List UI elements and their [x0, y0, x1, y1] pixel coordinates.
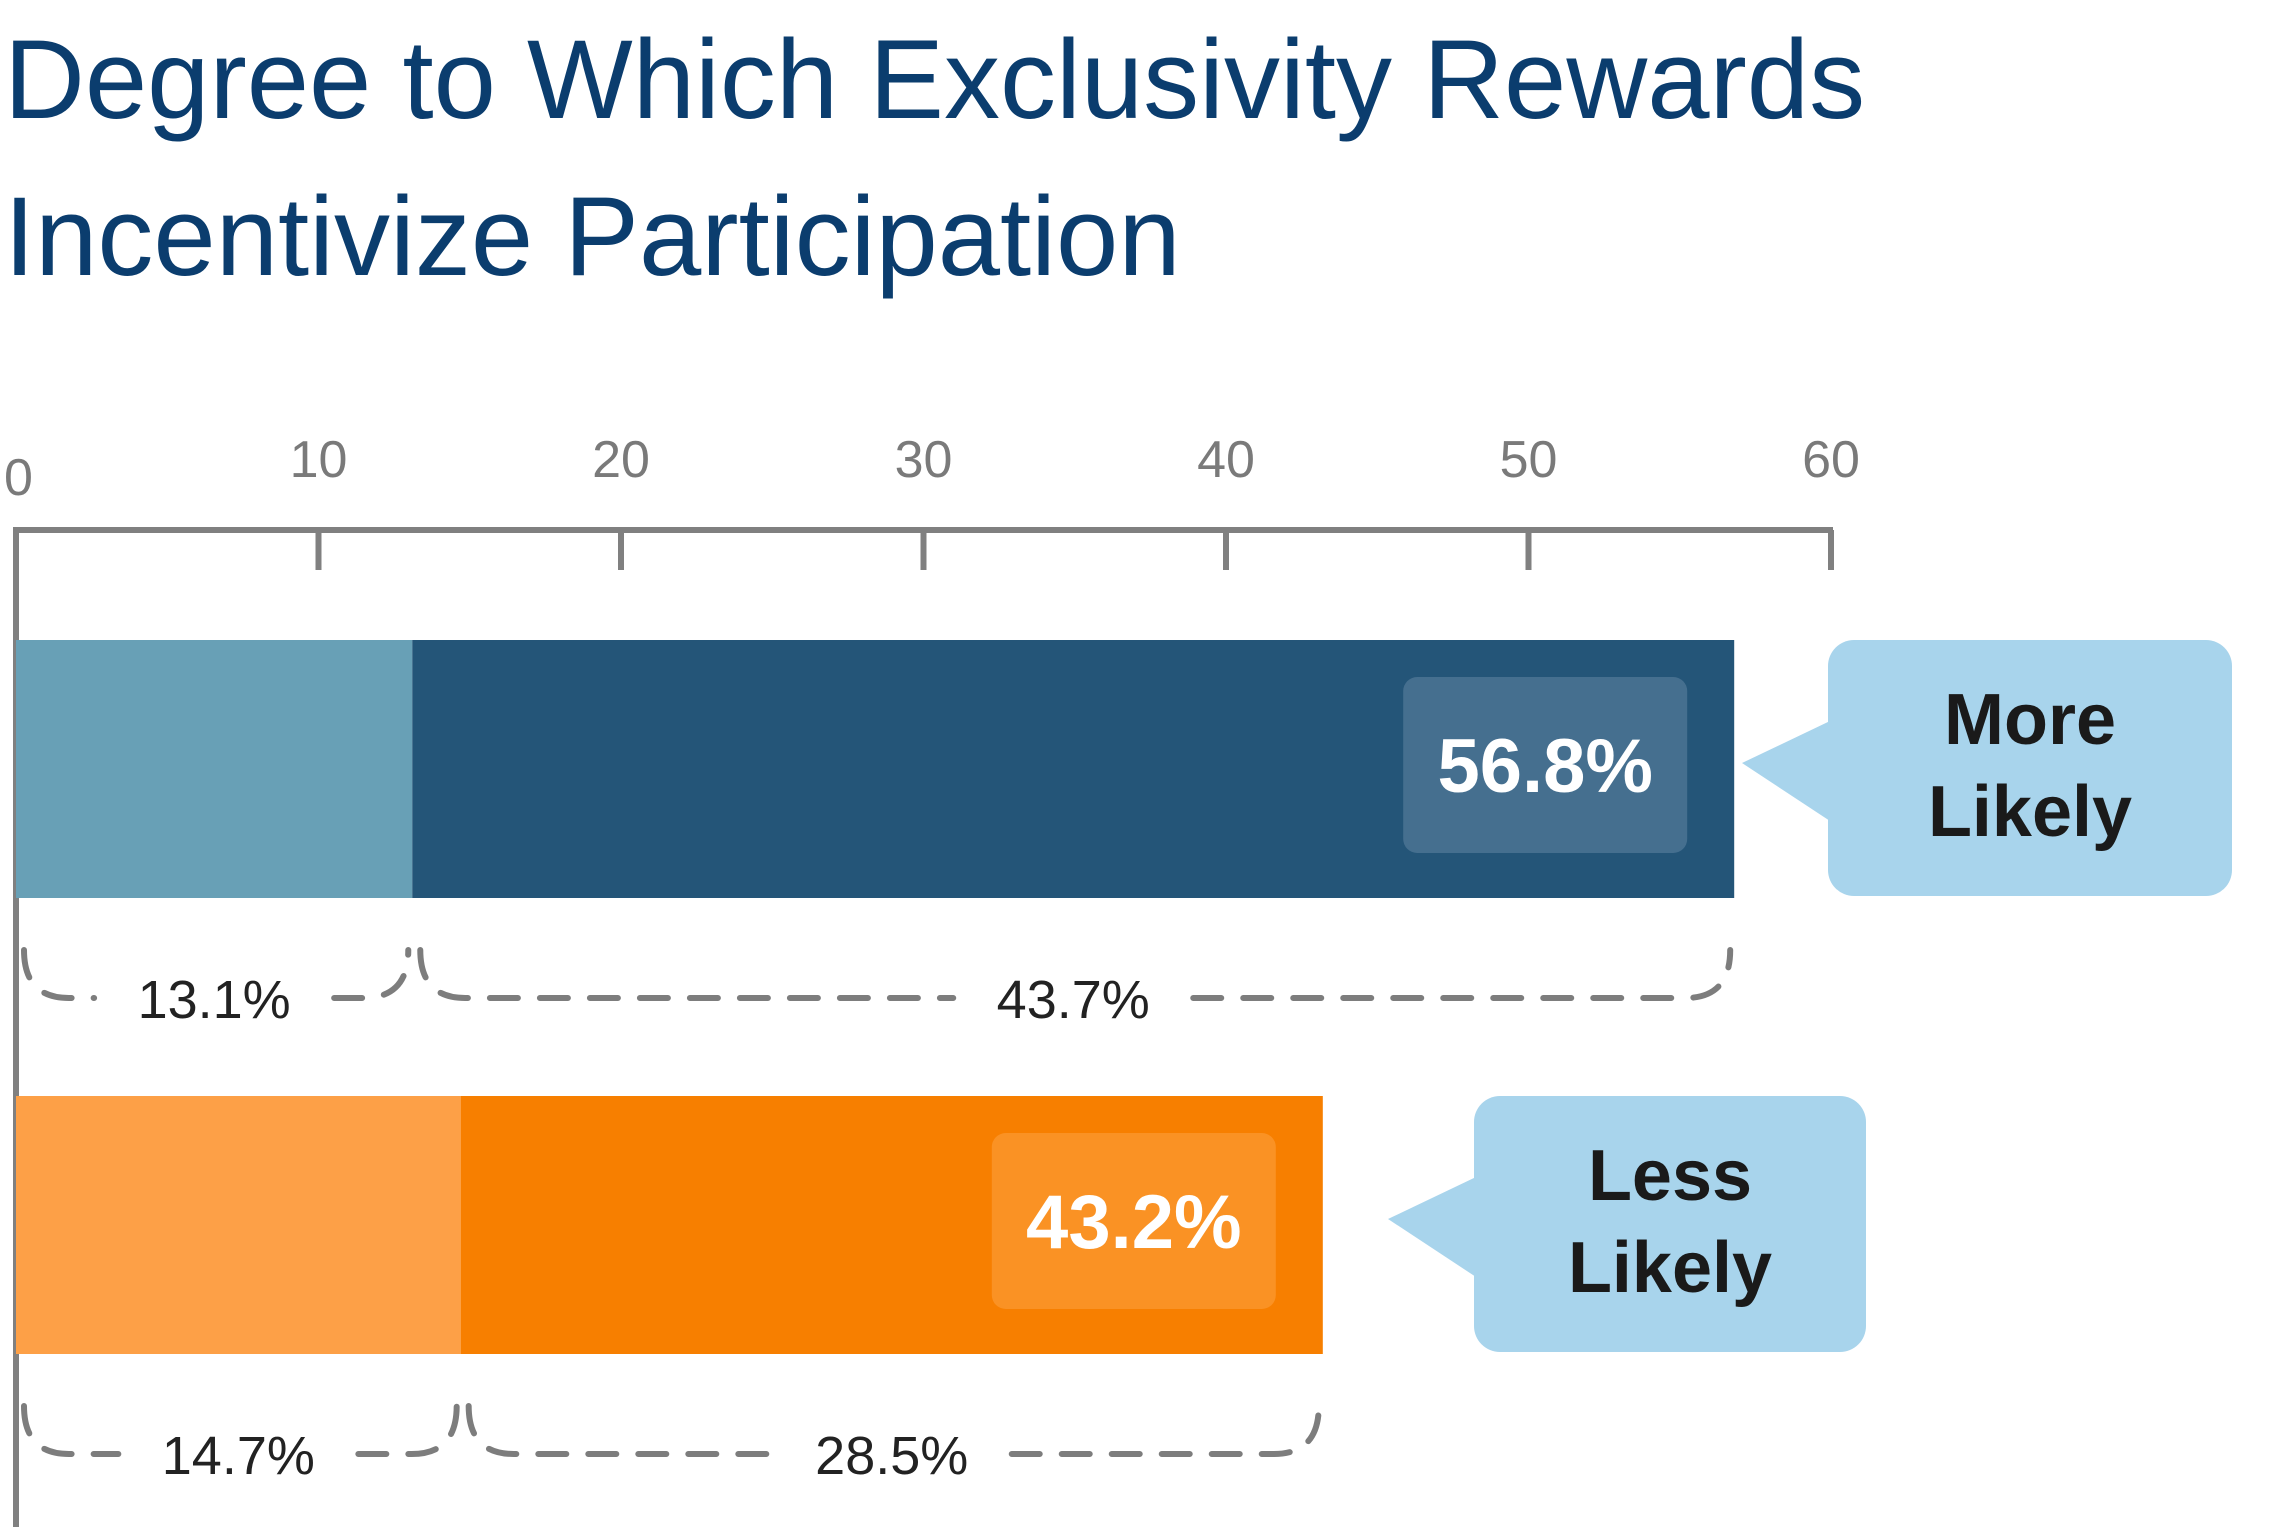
callout-pointer: [1742, 721, 1830, 821]
bars: 56.8% 43.2%: [16, 640, 1735, 1354]
bracket-line: [21, 947, 98, 1001]
callout-pointer: [1388, 1177, 1476, 1277]
bracket-line: [331, 947, 412, 1001]
segment-value-label: 43.7%: [997, 970, 1150, 1030]
callout-label: Less: [1588, 1136, 1752, 1216]
callouts: More Likely Less Likely: [1388, 640, 2232, 1352]
chart-title-line-1: Degree to Which Exclusivity Rewards: [4, 17, 1865, 142]
chart-title-line-2: Incentivize Participation: [4, 174, 1181, 299]
bar-segment: [16, 640, 413, 898]
segment-bracket: 13.1%: [21, 947, 412, 1030]
segment-bracket: 28.5%: [465, 1403, 1322, 1486]
x-tick-label: 60: [1802, 431, 1860, 489]
x-tick-label: 50: [1500, 431, 1558, 489]
total-label: 43.2%: [1026, 1180, 1242, 1265]
segment-value-label: 13.1%: [138, 970, 291, 1030]
chart-title: Degree to Which Exclusivity Rewards Ince…: [4, 17, 1865, 299]
bracket-line: [21, 1403, 122, 1457]
bracket-line: [1190, 947, 1734, 1001]
bracket-line: [465, 1403, 775, 1457]
callout-label: Likely: [1568, 1228, 1772, 1308]
category-callout: Less Likely: [1388, 1096, 1866, 1352]
segment-brackets: 13.1% 43.7% 14.7% 28.5%: [21, 947, 1734, 1486]
x-tick-label: 20: [592, 431, 650, 489]
callout-label: More: [1944, 680, 2116, 760]
segment-value-label: 14.7%: [162, 1426, 315, 1486]
segment-bracket: 14.7%: [21, 1403, 460, 1486]
total-badge: [1403, 677, 1688, 853]
segment-value-label: 28.5%: [815, 1426, 968, 1486]
x-tick-label: 40: [1197, 431, 1255, 489]
total-badge: [991, 1133, 1276, 1309]
segment-bracket: 43.7%: [417, 947, 1734, 1030]
bar-group: 56.8%: [16, 640, 1735, 898]
category-callout: More Likely: [1742, 640, 2232, 896]
x-tick-label: 10: [290, 431, 348, 489]
bracket-line: [355, 1403, 460, 1457]
x-tick-label: 30: [895, 431, 953, 489]
total-label: 56.8%: [1437, 724, 1653, 809]
bracket-line: [417, 947, 957, 1001]
callout-label: Likely: [1928, 772, 2132, 852]
callout-box: [1474, 1096, 1866, 1352]
x-tick-label: 0: [4, 449, 33, 507]
bar-group: 43.2%: [16, 1096, 1323, 1354]
callout-box: [1828, 640, 2232, 896]
bracket-line: [1008, 1403, 1322, 1457]
bar-segment: [16, 1096, 461, 1354]
